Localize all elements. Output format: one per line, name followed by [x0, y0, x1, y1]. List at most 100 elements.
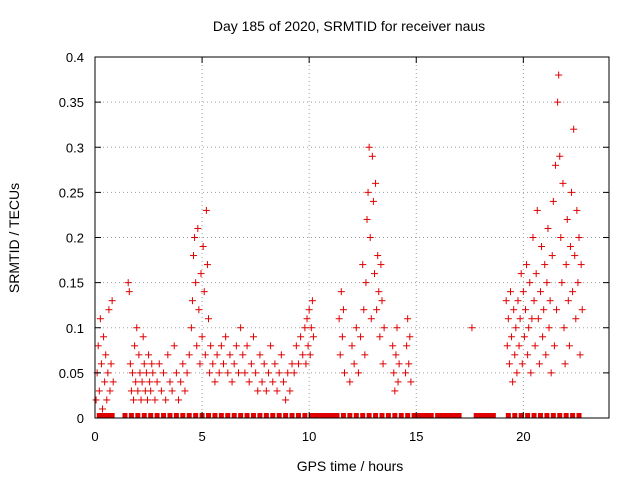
data-point — [530, 297, 538, 305]
data-point — [206, 369, 214, 377]
zero-value-marker — [340, 413, 346, 418]
data-point — [568, 188, 576, 196]
data-point — [505, 360, 513, 368]
zero-value-marker — [128, 413, 134, 418]
data-point — [519, 288, 527, 296]
data-point — [550, 342, 558, 350]
data-point — [573, 206, 581, 214]
data-point — [269, 378, 277, 386]
zero-value-marker — [193, 413, 199, 418]
x-tick-label: 0 — [91, 429, 98, 444]
data-point — [357, 333, 365, 341]
data-point — [237, 324, 245, 332]
zero-markers — [96, 413, 582, 418]
data-point — [299, 351, 307, 359]
data-point — [556, 152, 564, 160]
data-point — [375, 288, 383, 296]
data-point — [132, 378, 140, 386]
data-point — [308, 297, 316, 305]
data-point — [572, 315, 580, 323]
data-point — [183, 369, 191, 377]
zero-value-marker — [411, 413, 417, 418]
data-point — [555, 71, 563, 79]
data-point — [380, 324, 388, 332]
data-point — [554, 98, 562, 106]
data-point — [179, 360, 187, 368]
data-point — [360, 306, 368, 314]
zero-value-marker — [141, 413, 147, 418]
data-point — [366, 234, 374, 241]
data-point — [188, 297, 196, 305]
data-point — [338, 333, 346, 341]
data-point — [107, 360, 115, 368]
zero-value-marker — [435, 413, 441, 418]
data-point — [535, 360, 543, 368]
data-point — [252, 369, 260, 377]
data-point — [348, 342, 356, 350]
data-point — [376, 333, 384, 341]
data-point — [135, 351, 143, 359]
data-point — [273, 387, 281, 395]
data-point — [518, 360, 526, 368]
zero-value-marker — [263, 413, 269, 418]
data-point — [543, 279, 551, 287]
data-point — [352, 324, 360, 332]
y-axis-label: SRMTID / TECUs — [6, 183, 22, 293]
data-point — [185, 351, 193, 359]
data-point — [534, 315, 542, 323]
data-point — [254, 387, 262, 395]
data-point — [277, 351, 285, 359]
data-point — [514, 297, 522, 305]
zero-value-marker — [96, 413, 102, 418]
zero-value-marker — [289, 413, 295, 418]
data-point — [194, 224, 202, 232]
data-point — [574, 279, 582, 287]
data-point — [372, 179, 380, 187]
data-point — [509, 378, 517, 386]
data-point — [151, 396, 159, 404]
x-tick-label: 5 — [198, 429, 205, 444]
data-point — [196, 360, 204, 368]
data-point — [367, 315, 375, 323]
zero-value-marker — [313, 413, 319, 418]
data-point — [545, 324, 553, 332]
zero-value-marker — [379, 413, 385, 418]
data-point — [105, 306, 113, 314]
zero-value-marker — [405, 413, 411, 418]
zero-value-marker — [415, 413, 421, 418]
data-point — [558, 279, 566, 287]
zero-value-marker — [173, 413, 179, 418]
data-point — [260, 360, 268, 368]
zero-value-marker — [135, 413, 141, 418]
data-point — [547, 369, 555, 377]
data-point — [533, 206, 541, 214]
data-point — [520, 333, 528, 341]
data-point — [100, 333, 108, 341]
data-point — [566, 243, 574, 251]
data-point — [102, 351, 110, 359]
data-point — [511, 351, 519, 359]
data-point — [529, 234, 537, 241]
zero-value-marker — [518, 413, 524, 418]
data-point — [290, 369, 298, 377]
data-point — [258, 378, 266, 386]
data-point — [365, 143, 373, 151]
zero-value-marker — [250, 413, 256, 418]
data-point — [307, 324, 315, 332]
data-point — [124, 279, 132, 287]
data-point — [403, 342, 411, 350]
data-point — [249, 333, 257, 341]
data-point — [339, 306, 347, 314]
zero-value-marker — [473, 413, 479, 418]
data-point — [564, 297, 572, 305]
data-point — [562, 261, 570, 269]
data-point — [335, 315, 343, 323]
data-point — [142, 369, 150, 377]
data-point — [286, 387, 294, 395]
data-point — [147, 387, 155, 395]
data-point — [521, 306, 529, 314]
data-point — [215, 369, 223, 377]
data-point — [528, 315, 536, 323]
data-point — [541, 261, 549, 269]
zero-value-marker — [537, 413, 543, 418]
